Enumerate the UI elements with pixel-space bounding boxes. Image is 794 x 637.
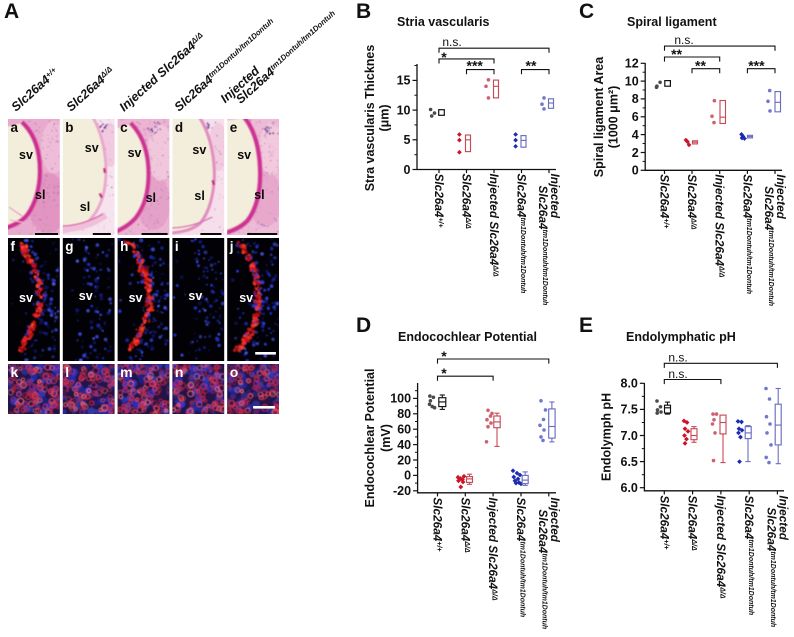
svg-text:b: b xyxy=(65,120,73,135)
svg-text:Spiral ligament Area: Spiral ligament Area xyxy=(592,56,606,177)
svg-text:m: m xyxy=(120,364,132,380)
svg-text:7.5: 7.5 xyxy=(621,403,638,417)
svg-text:sv: sv xyxy=(19,291,33,305)
svg-text:6: 6 xyxy=(632,110,639,124)
svg-text:sl: sl xyxy=(146,191,156,205)
svg-text:20: 20 xyxy=(397,453,411,467)
svg-text:a: a xyxy=(11,120,19,135)
svg-text:n: n xyxy=(175,364,184,380)
svg-text:Injected: Injected xyxy=(548,497,562,542)
svg-text:Slc26a4+/+: Slc26a4+/+ xyxy=(432,174,446,228)
svg-text:sv: sv xyxy=(19,148,33,162)
svg-text:c: c xyxy=(120,120,128,135)
svg-text:Stra vascularis Thicknes: Stra vascularis Thicknes xyxy=(363,45,377,192)
svg-text:Slc26a4+/+: Slc26a4+/+ xyxy=(658,174,672,228)
svg-text:Endocochlear Potential: Endocochlear Potential xyxy=(363,369,377,508)
svg-text:2: 2 xyxy=(632,146,639,160)
svg-text:(1000 μm²): (1000 μm²) xyxy=(607,86,621,149)
svg-text:8.0: 8.0 xyxy=(621,377,638,391)
svg-text:Injected Slc26a4Δ/Δ: Injected Slc26a4Δ/Δ xyxy=(714,495,728,598)
svg-text:10: 10 xyxy=(625,74,639,88)
svg-text:-20: -20 xyxy=(393,484,411,498)
svg-text:n.s.: n.s. xyxy=(668,351,687,365)
svg-text:g: g xyxy=(65,239,73,254)
svg-text:7.0: 7.0 xyxy=(621,429,638,443)
svg-text:Injected Slc26a4Δ/Δ: Injected Slc26a4Δ/Δ xyxy=(487,174,501,277)
svg-text:Slc26a4Δ/Δ: Slc26a4Δ/Δ xyxy=(458,497,472,553)
svg-text:i: i xyxy=(175,239,179,254)
svg-text:B: B xyxy=(356,0,371,23)
svg-text:6.0: 6.0 xyxy=(621,481,638,495)
svg-text:Injected: Injected xyxy=(777,495,791,540)
svg-text:80: 80 xyxy=(397,407,411,421)
svg-text:sv: sv xyxy=(128,146,142,160)
svg-text:l: l xyxy=(65,364,69,380)
svg-text:*: * xyxy=(441,49,447,65)
svg-text:Injected Slc26a4Δ/Δ: Injected Slc26a4Δ/Δ xyxy=(713,174,727,277)
svg-text:(μm): (μm) xyxy=(378,104,392,131)
svg-text:40: 40 xyxy=(397,438,411,452)
svg-text:5: 5 xyxy=(404,133,411,147)
svg-text:d: d xyxy=(175,120,183,135)
svg-text:***: *** xyxy=(748,57,765,73)
svg-text:D: D xyxy=(356,314,371,337)
svg-text:sv: sv xyxy=(239,291,253,305)
svg-text:sl: sl xyxy=(194,189,204,203)
svg-text:**: ** xyxy=(526,58,537,74)
svg-text:**: ** xyxy=(695,57,706,73)
svg-text:Endocochlear Potential: Endocochlear Potential xyxy=(398,330,537,344)
svg-text:Slc26a4Δ/Δ: Slc26a4Δ/Δ xyxy=(685,174,699,230)
svg-text:Injected: Injected xyxy=(548,174,562,219)
svg-text:Slc26a4+/+: Slc26a4+/+ xyxy=(657,495,671,549)
svg-text:*: * xyxy=(441,348,447,364)
svg-text:n.s.: n.s. xyxy=(668,367,687,381)
svg-text:sv: sv xyxy=(79,289,93,303)
svg-text:8: 8 xyxy=(632,92,639,106)
svg-text:sv: sv xyxy=(129,291,143,305)
svg-text:***: *** xyxy=(467,58,484,74)
svg-text:h: h xyxy=(120,239,128,254)
svg-text:n.s.: n.s. xyxy=(442,35,461,49)
svg-text:(mV): (mV) xyxy=(379,424,393,452)
svg-text:Spiral ligament: Spiral ligament xyxy=(627,15,717,29)
svg-text:A: A xyxy=(4,0,19,23)
svg-text:C: C xyxy=(579,0,594,23)
svg-text:Endolymphatic pH: Endolymphatic pH xyxy=(626,330,736,344)
svg-text:Injected Slc26a4Δ/Δ: Injected Slc26a4Δ/Δ xyxy=(486,497,500,600)
svg-text:sv: sv xyxy=(85,141,99,155)
svg-text:15: 15 xyxy=(397,74,411,88)
svg-text:Slc26a4Δ/Δ: Slc26a4Δ/Δ xyxy=(686,495,700,551)
svg-text:sl: sl xyxy=(80,200,90,214)
svg-text:o: o xyxy=(230,364,239,380)
svg-text:sv: sv xyxy=(192,143,206,157)
svg-text:k: k xyxy=(11,364,19,380)
svg-text:**: ** xyxy=(671,46,682,62)
svg-text:0: 0 xyxy=(404,163,411,177)
svg-text:*: * xyxy=(441,365,447,381)
svg-text:Slc26a4+/+: Slc26a4+/+ xyxy=(431,497,445,551)
svg-text:sv: sv xyxy=(237,148,251,162)
svg-text:sl: sl xyxy=(254,188,264,202)
svg-text:0: 0 xyxy=(632,164,639,178)
svg-text:sv: sv xyxy=(188,289,202,303)
svg-text:4: 4 xyxy=(632,128,639,142)
svg-text:100: 100 xyxy=(390,392,411,406)
svg-text:60: 60 xyxy=(397,423,411,437)
svg-text:j: j xyxy=(229,239,234,254)
svg-text:Endolymph pH: Endolymph pH xyxy=(600,393,614,481)
svg-text:n.s.: n.s. xyxy=(674,33,693,47)
svg-text:e: e xyxy=(230,120,238,135)
svg-text:f: f xyxy=(11,239,16,254)
svg-text:E: E xyxy=(579,314,593,337)
svg-text:0: 0 xyxy=(404,469,411,483)
svg-text:6.5: 6.5 xyxy=(621,455,638,469)
svg-text:Stria vascularis: Stria vascularis xyxy=(397,15,489,29)
svg-text:sl: sl xyxy=(35,188,45,202)
svg-text:10: 10 xyxy=(397,103,411,117)
svg-text:Injected: Injected xyxy=(774,174,788,219)
svg-text:12: 12 xyxy=(625,57,639,71)
svg-text:Slc26a4Δ/Δ: Slc26a4Δ/Δ xyxy=(460,174,474,230)
